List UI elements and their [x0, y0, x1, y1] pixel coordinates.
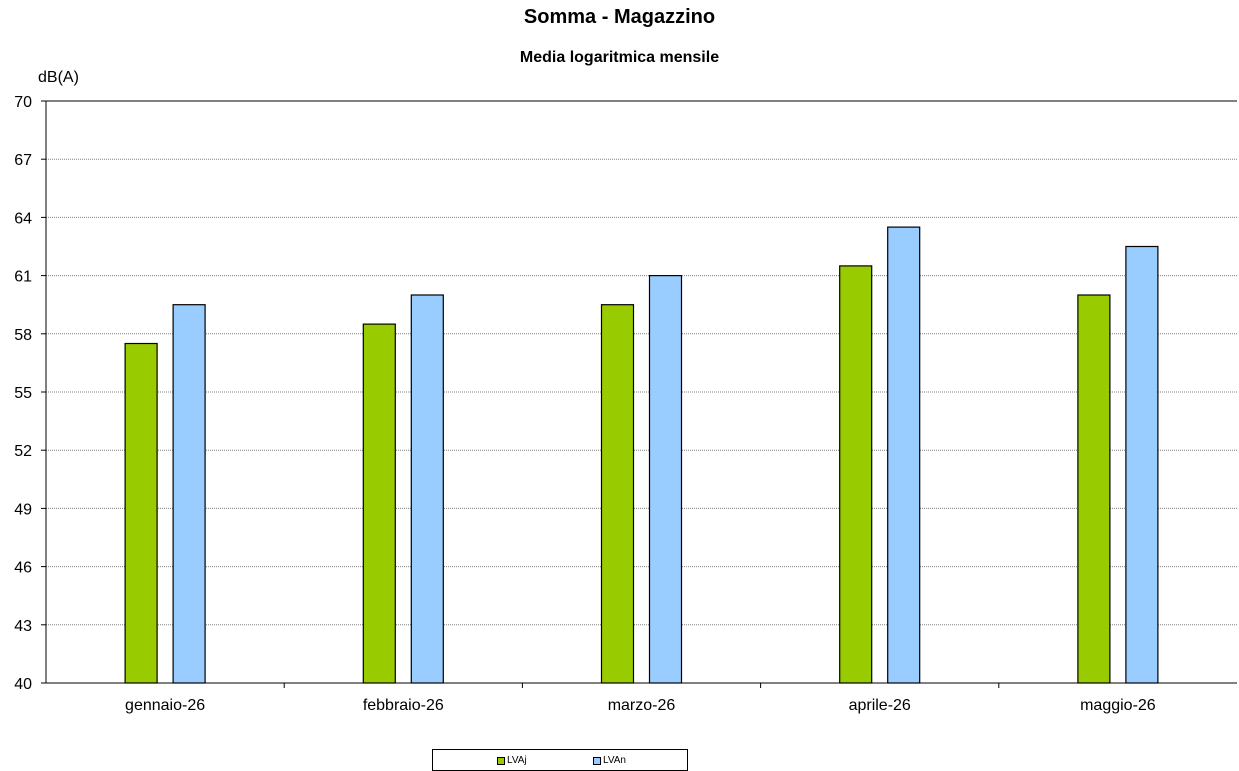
y-tick-label: 43	[14, 618, 32, 635]
legend: LVAj LVAn	[432, 749, 688, 771]
bar-lvan	[648, 275, 683, 684]
bar-lvan	[1125, 245, 1159, 684]
x-tick-label: gennaio-26	[125, 697, 205, 714]
legend-item-lvan: LVAn	[593, 755, 626, 766]
bar-lvan	[887, 226, 921, 684]
legend-item-lvaj: LVAj	[497, 755, 527, 766]
bar-lvaj	[124, 342, 158, 684]
legend-swatch-lvaj	[497, 756, 505, 765]
y-tick-label: 70	[14, 94, 32, 111]
bar-lvaj	[362, 323, 396, 684]
x-tick-label: aprile-26	[849, 697, 911, 714]
y-tick-label: 55	[14, 385, 32, 402]
chart-title: Somma - Magazzino	[523, 6, 716, 28]
y-axis-label: dB(A)	[38, 69, 79, 86]
bar-lvan	[172, 304, 206, 684]
y-tick-label: 61	[14, 269, 32, 286]
bar-lvaj	[839, 265, 873, 684]
y-tick-label: 67	[14, 152, 32, 169]
y-tick-label: 46	[14, 560, 32, 577]
chart-subtitle: Media logaritmica mensile	[519, 49, 720, 66]
y-tick-label: 40	[14, 676, 32, 693]
bar-lvan	[410, 294, 444, 684]
legend-swatch-lvan	[593, 756, 601, 765]
legend-label-lvan: LVAn	[603, 755, 626, 766]
x-tick-label: febbraio-26	[363, 697, 444, 714]
bar-lvaj	[1077, 294, 1111, 684]
y-tick-label: 52	[14, 443, 32, 460]
x-tick-label: maggio-26	[1080, 697, 1156, 714]
y-tick-label: 49	[14, 501, 32, 518]
x-tick-label: marzo-26	[608, 697, 676, 714]
legend-label-lvaj: LVAj	[507, 755, 527, 766]
y-tick-label: 58	[14, 327, 32, 344]
bar-lvaj	[600, 304, 635, 684]
y-tick-label: 64	[14, 210, 32, 227]
